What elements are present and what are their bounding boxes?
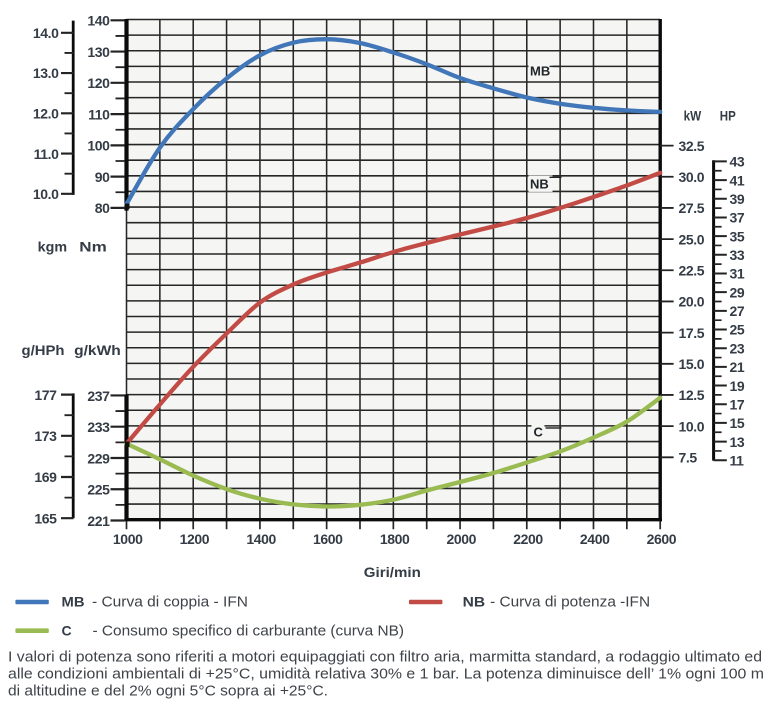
- svg-text:19: 19: [730, 378, 745, 394]
- svg-text:1600: 1600: [313, 531, 343, 547]
- svg-text:177: 177: [34, 387, 57, 403]
- svg-text:NB: NB: [530, 177, 549, 192]
- svg-text:di altitudine e del 2% ogni 5°: di altitudine e del 2% ogni 5°C sopra ai…: [8, 684, 328, 700]
- svg-text:29: 29: [730, 284, 745, 300]
- svg-text:80: 80: [95, 200, 110, 216]
- svg-text:33: 33: [730, 247, 745, 263]
- svg-text:21: 21: [730, 359, 745, 375]
- svg-text:14.0: 14.0: [33, 25, 59, 41]
- svg-text:- Curva di potenza -IFN: - Curva di potenza -IFN: [490, 595, 650, 611]
- svg-text:173: 173: [34, 428, 57, 444]
- svg-text:23: 23: [730, 340, 745, 356]
- svg-text:- Curva di coppia - IFN: - Curva di coppia - IFN: [92, 595, 248, 611]
- svg-text:2000: 2000: [447, 531, 477, 547]
- svg-text:2600: 2600: [647, 531, 677, 547]
- svg-text:12.5: 12.5: [679, 387, 705, 403]
- svg-text:130: 130: [87, 44, 110, 60]
- svg-text:10.0: 10.0: [33, 186, 59, 202]
- svg-text:10.0: 10.0: [679, 418, 705, 434]
- svg-text:229: 229: [87, 450, 110, 466]
- svg-text:11: 11: [730, 453, 745, 469]
- svg-text:1200: 1200: [180, 531, 210, 547]
- svg-text:15.0: 15.0: [679, 356, 705, 372]
- svg-text:HP: HP: [720, 108, 736, 124]
- svg-text:37: 37: [730, 210, 745, 226]
- svg-text:13: 13: [730, 434, 745, 450]
- svg-text:43: 43: [730, 154, 745, 170]
- svg-text:90: 90: [95, 169, 110, 185]
- svg-text:C: C: [534, 425, 544, 440]
- svg-text:27: 27: [730, 303, 745, 319]
- svg-text:110: 110: [88, 106, 110, 122]
- svg-text:39: 39: [730, 191, 745, 207]
- svg-text:41: 41: [730, 172, 745, 188]
- svg-text:kgm: kgm: [38, 238, 67, 254]
- svg-text:15: 15: [730, 415, 745, 431]
- svg-text:g/HPh: g/HPh: [22, 342, 65, 358]
- svg-text:1400: 1400: [246, 531, 276, 547]
- svg-text:100: 100: [87, 138, 110, 154]
- svg-text:25: 25: [730, 322, 745, 338]
- svg-text:233: 233: [87, 419, 110, 435]
- svg-text:31: 31: [730, 266, 745, 282]
- svg-text:- Consumo specifico di carbura: - Consumo specifico di carburante (curva…: [93, 624, 405, 640]
- svg-text:221: 221: [87, 513, 110, 529]
- svg-text:2400: 2400: [580, 531, 610, 547]
- svg-text:165: 165: [34, 510, 57, 526]
- svg-text:35: 35: [730, 228, 745, 244]
- svg-text:27.5: 27.5: [679, 200, 705, 216]
- svg-text:32.5: 32.5: [679, 138, 705, 154]
- svg-text:225: 225: [87, 482, 110, 498]
- svg-text:alle condizioni ambientali di: alle condizioni ambientali di +25°C, umi…: [8, 667, 764, 683]
- svg-text:NB: NB: [463, 594, 486, 610]
- svg-text:11.0: 11.0: [34, 146, 59, 162]
- svg-text:13.0: 13.0: [33, 65, 59, 81]
- svg-text:237: 237: [87, 388, 110, 404]
- svg-text:20.0: 20.0: [679, 294, 705, 310]
- svg-text:120: 120: [87, 75, 110, 91]
- svg-text:kW: kW: [684, 108, 702, 124]
- svg-text:g/kWh: g/kWh: [74, 342, 121, 358]
- svg-text:MB: MB: [62, 594, 85, 610]
- svg-text:12.0: 12.0: [33, 106, 59, 122]
- svg-text:7.5: 7.5: [679, 450, 698, 466]
- svg-text:MB: MB: [530, 64, 550, 79]
- svg-text:17: 17: [730, 396, 745, 412]
- svg-text:17.5: 17.5: [679, 325, 705, 341]
- svg-text:2200: 2200: [513, 531, 543, 547]
- svg-text:30.0: 30.0: [679, 169, 705, 185]
- svg-text:169: 169: [34, 469, 57, 485]
- svg-text:1800: 1800: [380, 531, 410, 547]
- svg-text:Giri/min: Giri/min: [364, 564, 421, 580]
- svg-text:22.5: 22.5: [679, 263, 705, 279]
- svg-text:1000: 1000: [113, 531, 143, 547]
- svg-text:Nm: Nm: [79, 238, 107, 254]
- svg-text:C: C: [62, 623, 72, 639]
- svg-text:140: 140: [87, 13, 110, 29]
- svg-text:I valori di potenza sono rifer: I valori di potenza sono riferiti a moto…: [8, 650, 762, 666]
- svg-text:25.0: 25.0: [679, 231, 705, 247]
